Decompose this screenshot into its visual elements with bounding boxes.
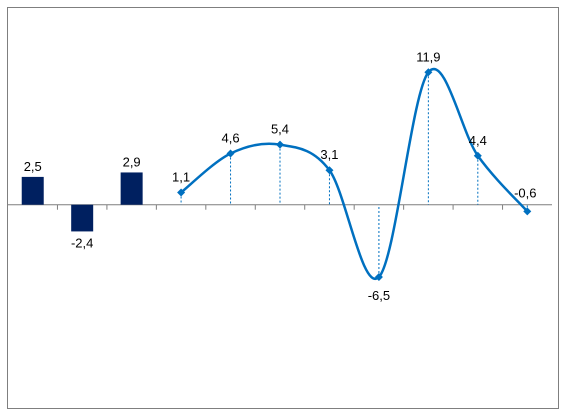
bar	[21, 176, 44, 205]
line-point-marker	[226, 149, 235, 158]
chart-frame	[7, 7, 559, 409]
bar-value-label: -2,4	[71, 235, 93, 250]
bar	[71, 204, 94, 232]
line-value-label: 5,4	[271, 122, 289, 137]
line-value-label: 4,4	[469, 133, 487, 148]
line-value-label: 3,1	[320, 147, 338, 162]
bar-value-label: 2,9	[123, 154, 141, 169]
series-line	[180, 68, 529, 281]
line-point-marker	[325, 166, 334, 175]
line-point-marker	[473, 151, 482, 160]
line-value-label: 1,1	[172, 169, 190, 184]
line-value-label: -6,5	[368, 288, 390, 303]
line-value-label: 11,9	[416, 49, 440, 64]
line-point-marker	[374, 273, 383, 282]
line-point-marker	[523, 207, 532, 216]
line-point-marker	[177, 188, 186, 197]
line-point-marker	[276, 140, 284, 149]
line-value-label: -0,6	[514, 185, 536, 200]
line-value-label: 4,6	[222, 131, 240, 146]
bar	[120, 172, 143, 205]
line-point-marker	[424, 68, 433, 77]
bar-value-label: 2,5	[24, 159, 42, 174]
